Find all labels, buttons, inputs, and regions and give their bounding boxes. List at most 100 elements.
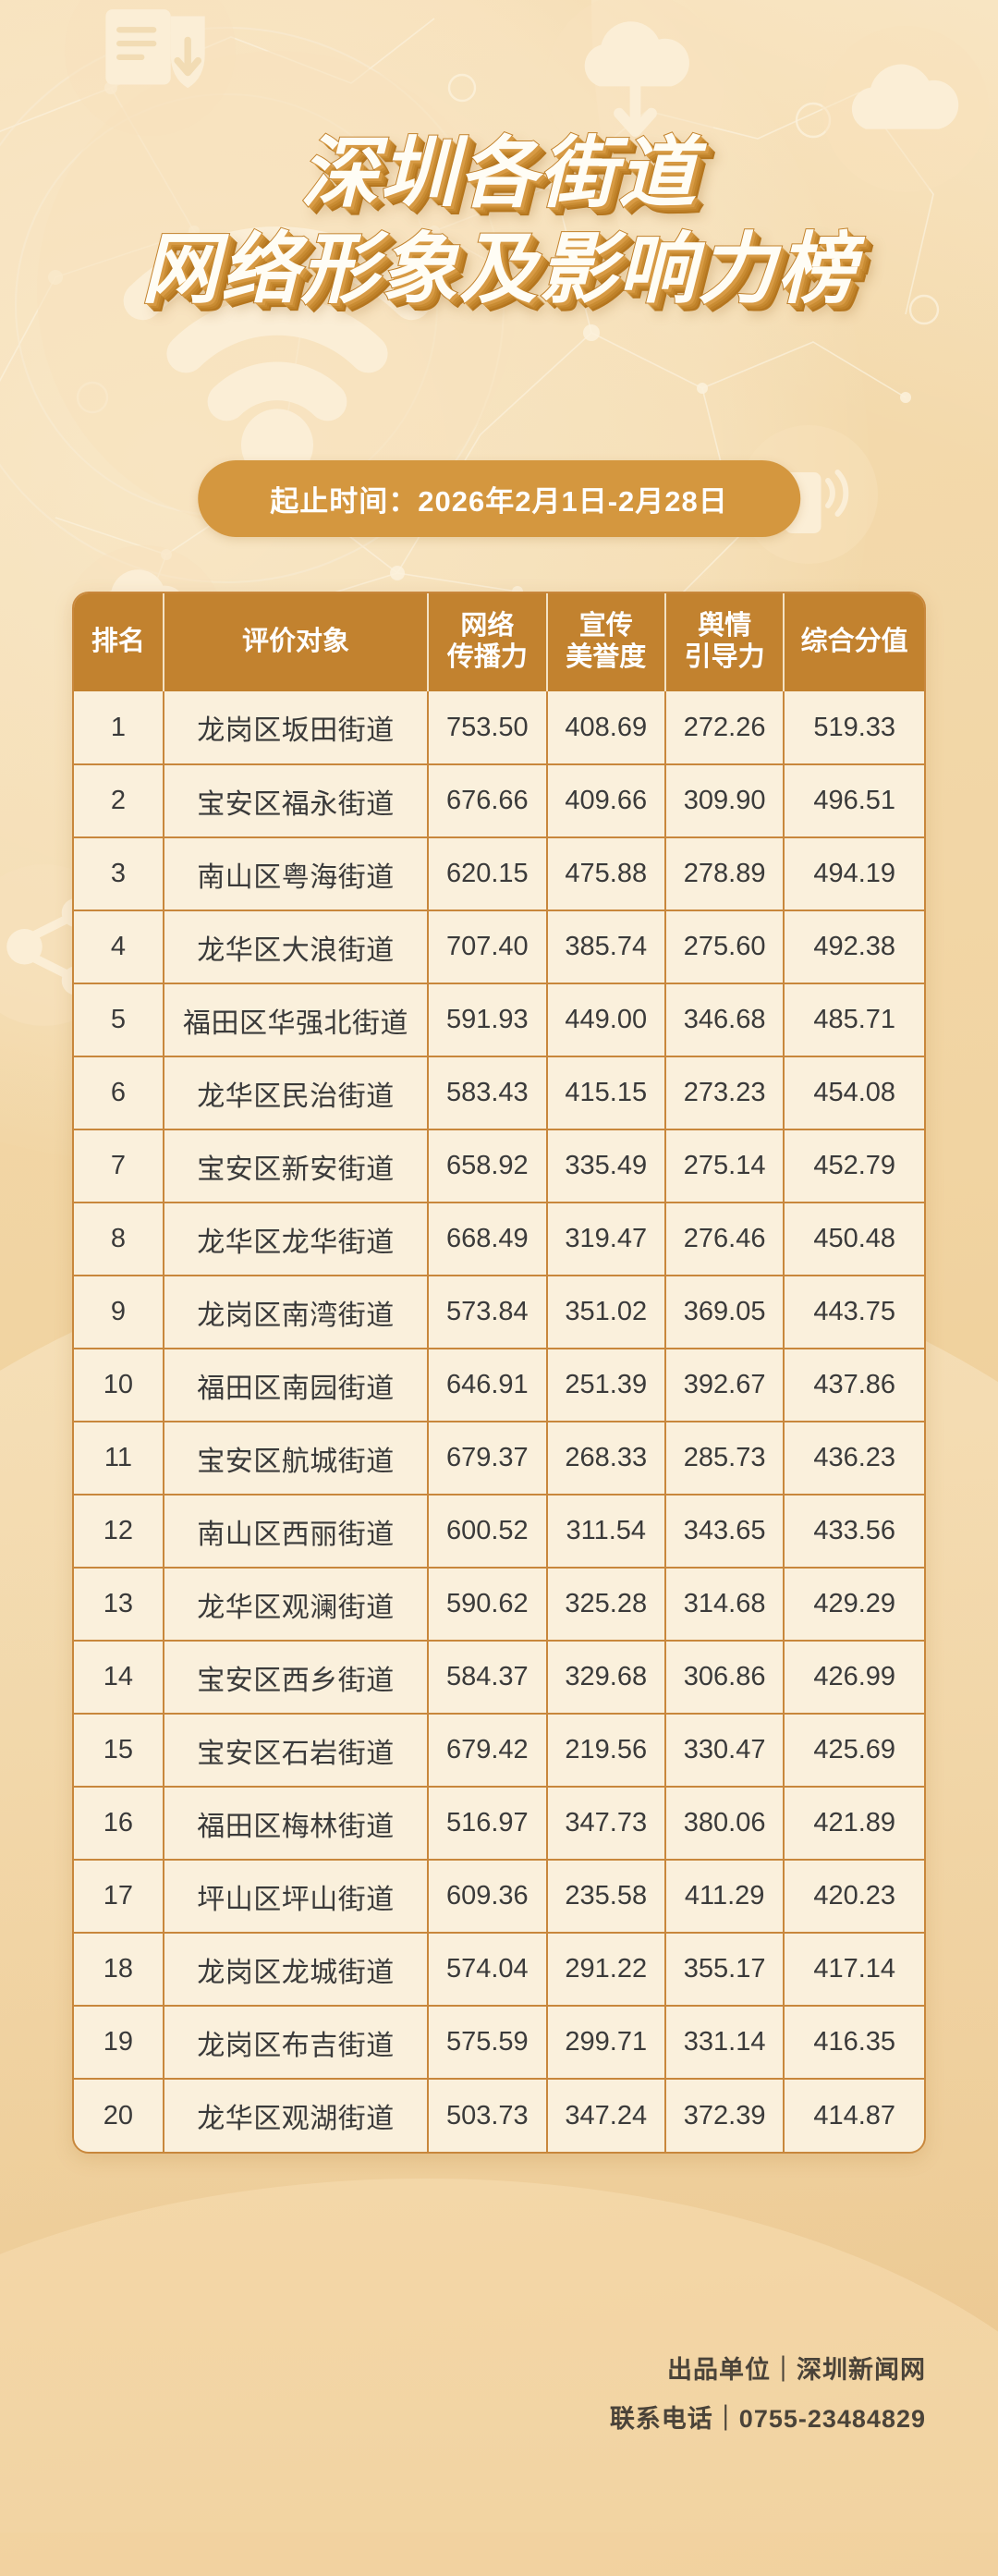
spread-cell: 658.92 (428, 1129, 548, 1203)
total-cell: 420.23 (784, 1859, 924, 1933)
rank-cell: 16 (74, 1786, 164, 1860)
table-row: 4 龙华区大浪街道 707.40 385.74 275.60 492.38 (74, 910, 924, 983)
subject-cell: 宝安区西乡街道 (163, 1640, 430, 1714)
reputation-cell: 219.56 (546, 1713, 666, 1787)
subject-cell: 南山区粤海街道 (163, 836, 430, 910)
table-header: 排名 评价对象 网络 传播力 宣传 美誉度 舆情 引导力 综合分值 (74, 593, 924, 691)
total-cell: 421.89 (784, 1786, 924, 1860)
spread-cell: 590.62 (428, 1567, 548, 1641)
table-row: 19 龙岗区布吉街道 575.59 299.71 331.14 416.35 (74, 2005, 924, 2079)
total-cell: 496.51 (784, 763, 924, 837)
subject-cell: 龙岗区南湾街道 (163, 1275, 430, 1349)
subject-cell: 福田区华强北街道 (163, 983, 430, 1056)
rank-cell: 13 (74, 1567, 164, 1641)
rank-cell: 6 (74, 1056, 164, 1129)
reputation-cell: 335.49 (546, 1129, 666, 1203)
column-header-guidance-line2: 引导力 (684, 642, 765, 672)
guidance-cell: 330.47 (664, 1713, 785, 1787)
column-header-reputation: 宣传 美誉度 (546, 593, 666, 691)
subject-cell: 龙华区观澜街道 (163, 1567, 430, 1641)
table-row: 15 宝安区石岩街道 679.42 219.56 330.47 425.69 (74, 1713, 924, 1787)
reputation-cell: 311.54 (546, 1494, 666, 1568)
total-cell: 450.48 (784, 1202, 924, 1276)
reputation-cell: 299.71 (546, 2005, 666, 2079)
reputation-cell: 415.15 (546, 1056, 666, 1129)
spread-cell: 503.73 (428, 2078, 548, 2152)
reputation-cell: 319.47 (546, 1202, 666, 1276)
spread-cell: 707.40 (428, 910, 548, 983)
table-header-row: 排名 评价对象 网络 传播力 宣传 美誉度 舆情 引导力 综合分值 (74, 593, 924, 691)
column-header-reputation-line2: 美誉度 (566, 642, 647, 672)
subject-cell: 龙岗区龙城街道 (163, 1932, 430, 2006)
reputation-cell: 291.22 (546, 1932, 666, 2006)
reputation-cell: 449.00 (546, 983, 666, 1056)
rank-cell: 15 (74, 1713, 164, 1787)
total-cell: 417.14 (784, 1932, 924, 2006)
subject-cell: 福田区梅林街道 (163, 1786, 430, 1860)
spread-cell: 609.36 (428, 1859, 548, 1933)
subject-cell: 龙华区观湖街道 (163, 2078, 430, 2152)
guidance-cell: 306.86 (664, 1640, 785, 1714)
rank-cell: 1 (74, 691, 164, 764)
guidance-cell: 392.67 (664, 1348, 785, 1422)
table-row: 10 福田区南园街道 646.91 251.39 392.67 437.86 (74, 1348, 924, 1422)
rank-cell: 8 (74, 1202, 164, 1276)
spread-cell: 584.37 (428, 1640, 548, 1714)
table-row: 17 坪山区坪山街道 609.36 235.58 411.29 420.23 (74, 1859, 924, 1933)
total-cell: 433.56 (784, 1494, 924, 1568)
rank-cell: 4 (74, 910, 164, 983)
document-shield-icon (65, 0, 236, 136)
total-cell: 492.38 (784, 910, 924, 983)
total-cell: 436.23 (784, 1421, 924, 1495)
spread-cell: 620.15 (428, 836, 548, 910)
reputation-cell: 475.88 (546, 836, 666, 910)
reputation-cell: 268.33 (546, 1421, 666, 1495)
table-row: 5 福田区华强北街道 591.93 449.00 346.68 485.71 (74, 983, 924, 1056)
spread-cell: 591.93 (428, 983, 548, 1056)
reputation-cell: 347.24 (546, 2078, 666, 2152)
rank-cell: 20 (74, 2078, 164, 2152)
rank-cell: 14 (74, 1640, 164, 1714)
guidance-cell: 355.17 (664, 1932, 785, 2006)
reputation-cell: 235.58 (546, 1859, 666, 1933)
column-header-total: 综合分值 (784, 593, 924, 691)
reputation-cell: 251.39 (546, 1348, 666, 1422)
rank-cell: 11 (74, 1421, 164, 1495)
table-row: 1 龙岗区坂田街道 753.50 408.69 272.26 519.33 (74, 691, 924, 764)
rank-cell: 18 (74, 1932, 164, 2006)
total-cell: 437.86 (784, 1348, 924, 1422)
rank-cell: 7 (74, 1129, 164, 1203)
guidance-cell: 285.73 (664, 1421, 785, 1495)
rank-cell: 2 (74, 763, 164, 837)
guidance-cell: 372.39 (664, 2078, 785, 2152)
subject-cell: 宝安区福永街道 (163, 763, 430, 837)
guidance-cell: 369.05 (664, 1275, 785, 1349)
total-cell: 443.75 (784, 1275, 924, 1349)
spread-cell: 583.43 (428, 1056, 548, 1129)
reputation-cell: 408.69 (546, 691, 666, 764)
table-body: 1 龙岗区坂田街道 753.50 408.69 272.26 519.33 2 宝安区福永街道… (74, 691, 924, 2152)
spread-cell: 600.52 (428, 1494, 548, 1568)
rank-cell: 10 (74, 1348, 164, 1422)
table-row: 2 宝安区福永街道 676.66 409.66 309.90 496.51 (74, 763, 924, 837)
guidance-cell: 380.06 (664, 1786, 785, 1860)
reputation-cell: 351.02 (546, 1275, 666, 1349)
guidance-cell: 278.89 (664, 836, 785, 910)
footer-phone: 联系电话｜0755-23484829 (609, 2404, 926, 2433)
reputation-cell: 409.66 (546, 763, 666, 837)
reputation-cell: 347.73 (546, 1786, 666, 1860)
table-row: 18 龙岗区龙城街道 574.04 291.22 355.17 417.14 (74, 1932, 924, 2006)
poster-title: 深圳各街道 网络形象及影响力榜 (0, 128, 998, 313)
total-cell: 519.33 (784, 691, 924, 764)
total-cell: 425.69 (784, 1713, 924, 1787)
subject-cell: 福田区南园街道 (163, 1348, 430, 1422)
total-cell: 429.29 (784, 1567, 924, 1641)
subject-cell: 龙华区大浪街道 (163, 910, 430, 983)
total-cell: 454.08 (784, 1056, 924, 1129)
table-row: 14 宝安区西乡街道 584.37 329.68 306.86 426.99 (74, 1640, 924, 1714)
total-cell: 416.35 (784, 2005, 924, 2079)
rank-cell: 3 (74, 836, 164, 910)
spread-cell: 668.49 (428, 1202, 548, 1276)
subject-cell: 宝安区新安街道 (163, 1129, 430, 1203)
guidance-cell: 272.26 (664, 691, 785, 764)
